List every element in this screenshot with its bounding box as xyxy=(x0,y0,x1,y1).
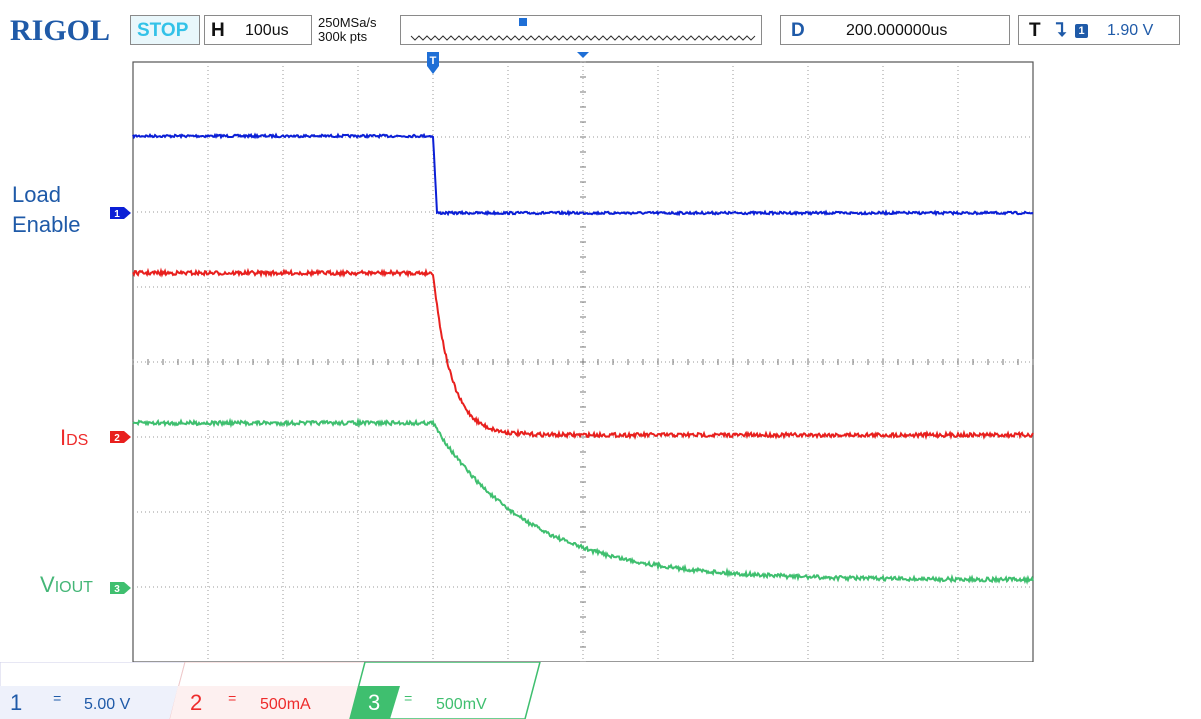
ids-label-main: I xyxy=(60,425,67,450)
load-enable-label: Load Enable xyxy=(12,180,81,240)
trigger-position-marker xyxy=(427,52,439,74)
delay-value: 200.000000us xyxy=(846,22,948,39)
center-time-marker xyxy=(577,52,589,58)
ch3-scale[interactable]: 500mV xyxy=(436,696,487,713)
timebase-box[interactable]: H 100us xyxy=(204,15,312,45)
ch1-level-marker-label: 1 xyxy=(114,209,120,220)
memory-depth: 300k pts xyxy=(318,29,368,44)
channel-bar: 1 = 5.00 V 2 = 500mA 3 = 500mV xyxy=(0,662,1201,719)
ch2-trace xyxy=(132,267,1034,441)
channel-tabs-graphic xyxy=(0,662,541,719)
trigger-marker-letter: T xyxy=(430,55,437,67)
timebase-value: 100us xyxy=(245,22,289,39)
run-state-label: STOP xyxy=(137,20,189,41)
ch1-coupling-icon: = xyxy=(53,692,62,708)
ch3-coupling-icon: = xyxy=(404,692,413,708)
load-enable-line1: Load xyxy=(12,182,61,207)
ch3-level-marker-label: 3 xyxy=(114,584,120,595)
delay-label: D xyxy=(791,20,805,41)
memory-waveform-icon xyxy=(410,18,756,41)
ch3-level-marker xyxy=(110,582,131,594)
ch2-coupling-icon: = xyxy=(228,692,237,708)
memory-overview[interactable] xyxy=(400,15,762,45)
waveform-display[interactable]: T 1 2 3 Load Enable IDS VIOUT xyxy=(0,52,1201,662)
ch1-level-marker xyxy=(110,207,131,219)
ch1-number[interactable]: 1 xyxy=(10,690,23,715)
ids-label-sub: DS xyxy=(66,432,89,449)
ch2-number[interactable]: 2 xyxy=(190,690,203,715)
run-stop-indicator[interactable]: STOP xyxy=(130,15,200,45)
waveform-canvas: T 1 2 3 xyxy=(110,52,1034,662)
viout-label-main: V xyxy=(40,572,55,597)
ch2-level-marker-label: 2 xyxy=(114,433,120,444)
ch2-level-marker xyxy=(110,431,131,443)
trigger-label: T xyxy=(1029,20,1041,41)
delay-box[interactable]: D 200.000000us xyxy=(780,15,1010,45)
viout-label: VIOUT xyxy=(40,572,93,598)
status-bar: RIGOL STOP H 100us 250MSa/s 300k pts D 2… xyxy=(0,0,1201,52)
ch3-trace xyxy=(132,417,1034,585)
timebase-label: H xyxy=(211,20,225,41)
ch1-trace xyxy=(132,132,1034,217)
trigger-edge-icon: ⮧ xyxy=(1055,20,1067,41)
trigger-level: 1.90 V xyxy=(1107,22,1154,39)
ids-label: IDS xyxy=(60,425,88,451)
memory-trigger-marker xyxy=(519,18,527,26)
ch2-scale[interactable]: 500mA xyxy=(260,696,311,713)
trigger-box[interactable]: T ⮧ 1 1.90 V xyxy=(1018,15,1180,45)
sample-rate: 250MSa/s xyxy=(318,15,377,30)
ch3-number[interactable]: 3 xyxy=(368,690,381,715)
viout-label-sub: IOUT xyxy=(54,579,93,596)
trigger-channel-badge: 1 xyxy=(1075,24,1088,38)
ch1-scale[interactable]: 5.00 V xyxy=(84,696,131,713)
brand-logo: RIGOL xyxy=(10,14,111,47)
acquisition-info: 250MSa/s 300k pts xyxy=(316,15,394,45)
load-enable-line2: Enable xyxy=(12,212,81,237)
